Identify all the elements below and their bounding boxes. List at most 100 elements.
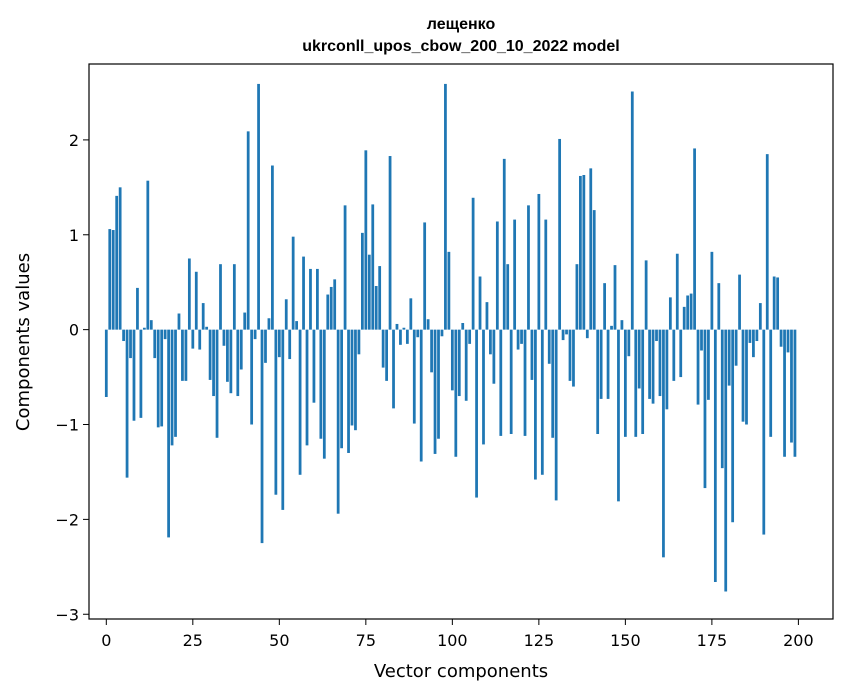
bar-153 [634,329,638,437]
bar-53 [288,329,292,360]
bar-135 [572,329,575,387]
x-tick-label: 0 [101,631,111,650]
bar-17 [163,329,167,340]
bar-12 [146,180,150,330]
bar-106 [471,197,475,330]
bar-103 [461,323,465,330]
x-axis-label: Vector components [374,661,548,682]
bar-136 [575,264,579,330]
bar-15 [156,329,160,428]
bar-67 [336,329,340,514]
bar-193 [772,276,776,330]
bar-5 [122,329,125,342]
bar-104 [464,329,468,401]
bar-150 [623,329,627,437]
bar-series [104,83,797,592]
bar-25 [191,329,195,349]
bar-13 [149,320,153,330]
x-tick-label: 175 [697,631,728,650]
bar-19 [170,329,174,446]
bar-140 [589,168,593,330]
bar-174 [707,329,710,400]
bar-149 [620,320,624,330]
bar-83 [392,329,395,409]
bar-90 [416,329,420,338]
bar-35 [226,329,229,382]
chart-title-line1: лещенко [427,16,496,33]
bar-68 [340,329,343,449]
bar-73 [357,329,361,355]
bar-80 [381,329,385,368]
bar-166 [679,329,683,378]
bar-180 [727,329,731,386]
bar-42 [250,329,254,425]
bar-191 [765,154,769,330]
bar-84 [395,323,399,330]
bar-91 [419,329,423,462]
bar-58 [305,329,309,446]
bar-132 [561,329,565,341]
bar-128 [547,329,551,364]
bar-133 [565,329,568,335]
bar-107 [475,329,478,498]
bar-145 [606,329,610,399]
y-tick-label: −1 [55,416,79,435]
bar-196 [783,329,786,457]
plot-frame [88,63,834,620]
y-tick-label: 1 [69,226,79,245]
bar-160 [658,329,662,397]
bar-173 [703,329,707,489]
y-tick-label: 0 [69,321,79,340]
bar-41 [246,131,250,330]
bar-186 [748,329,752,343]
bar-14 [153,329,157,359]
bar-95 [433,329,437,454]
bar-109 [482,329,485,445]
bar-129 [551,329,555,438]
bar-49 [274,329,278,495]
bar-102 [457,329,461,397]
bar-47 [267,318,271,330]
bar-11 [142,327,146,330]
bar-86 [402,327,406,330]
bar-117 [509,329,513,434]
bar-111 [489,329,492,355]
bar-69 [343,205,347,330]
bar-61 [316,268,319,330]
bar-161 [662,329,665,558]
y-tick-label: 2 [69,131,79,150]
chart-title-line2: ukrconll_upos_cbow_200_10_2022 model [302,38,619,55]
bar-188 [755,329,759,342]
bar-143 [599,329,603,399]
bar-55 [295,321,299,330]
bar-142 [596,329,600,434]
bar-71 [350,329,354,426]
bar-119 [516,329,520,350]
bar-34 [222,329,226,346]
bar-130 [554,329,558,501]
bar-126 [540,329,544,475]
bar-182 [734,329,738,366]
bar-27 [198,329,202,350]
bar-39 [239,329,243,370]
x-axis-ticks: 0 25 50 75 100 125 150 175 200 [101,619,814,650]
bar-98 [444,83,447,330]
bar-137 [579,175,582,330]
bar-131 [558,138,562,330]
bar-18 [167,329,170,538]
y-tick-label: −2 [55,510,79,529]
bar-192 [769,329,773,437]
bar-94 [430,329,433,373]
bar-89 [412,329,416,424]
bar-31 [212,329,215,397]
bar-51 [281,329,285,510]
bar-190 [762,329,766,535]
bar-24 [187,258,191,330]
x-tick-label: 100 [437,631,468,650]
bar-108 [478,276,482,330]
y-axis-ticks: −3 −2 −1 0 1 2 [55,131,89,624]
bar-7 [129,329,132,359]
bar-23 [184,329,188,381]
bar-154 [637,329,641,389]
bar-92 [423,222,427,330]
